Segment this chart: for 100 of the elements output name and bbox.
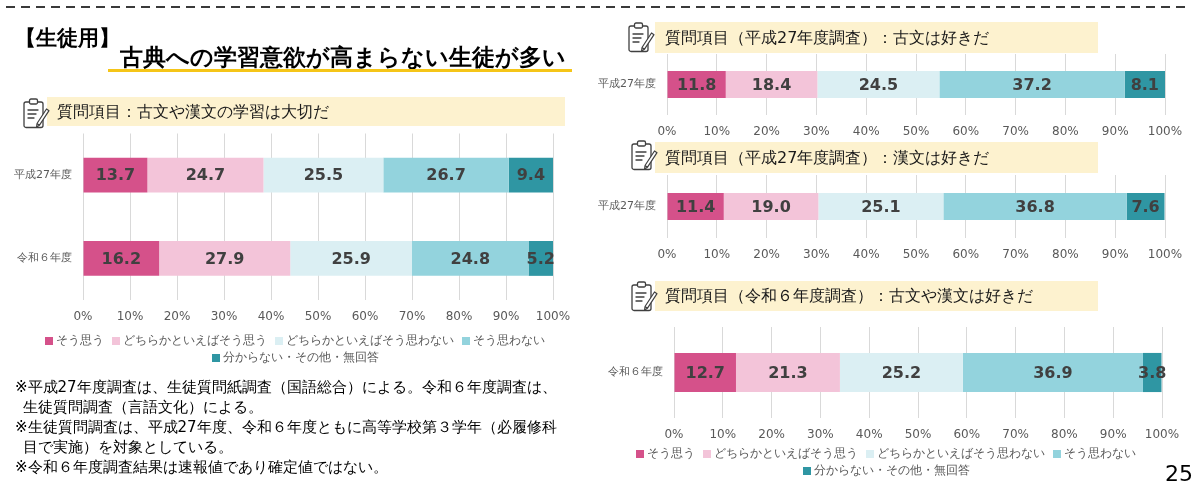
x-tick-label: 50%	[904, 427, 932, 442]
legend-label: 分からない・その他・無回答	[813, 463, 970, 478]
x-tick-label: 90%	[492, 309, 520, 324]
data-label: 26.7	[426, 165, 466, 185]
x-tick-label: 0%	[664, 427, 684, 442]
data-label: 11.8	[676, 74, 717, 94]
legend-label: どちらかといえばそう思わない	[877, 446, 1045, 461]
data-label: 27.9	[204, 248, 245, 268]
x-tick-label: 80%	[1051, 427, 1078, 442]
bar	[939, 71, 1125, 98]
data-label: 24.5	[858, 74, 899, 94]
y-tick-label: 平成27年度	[14, 167, 72, 181]
x-tick-label: 50%	[902, 124, 930, 139]
text: ※生徒質問調査は、平成27年度、令和６年度ともに高等学校第３学年（必履修科目で実施）を対象としている。	[15, 417, 558, 457]
text: 【生徒用】	[15, 25, 120, 51]
y-tick-label: 平成27年度	[598, 77, 656, 91]
data-label: 36.8	[1015, 196, 1055, 216]
bar	[674, 352, 736, 393]
x-tick-label: 60%	[351, 309, 379, 324]
bar	[817, 71, 940, 98]
x-tick-label: 20%	[753, 124, 780, 139]
bar	[159, 240, 291, 276]
text: ※平成27年度調査は、生徒質問紙調査（国語総合）による。令和６年度調査は、生徒質問調査（言語文化）による。	[15, 377, 558, 417]
legend-label: 分からない・その他・無回答	[222, 350, 379, 365]
x-tick-label: 70%	[1002, 247, 1029, 262]
data-label: 13.7	[95, 165, 136, 185]
x-tick-label: 80%	[1052, 247, 1079, 262]
x-tick-label: 10%	[703, 124, 731, 139]
data-label: 25.5	[303, 165, 344, 185]
legend-label: そう思わない	[1064, 446, 1136, 461]
bar	[83, 240, 160, 276]
data-label: 9.4	[516, 165, 546, 185]
x-tick-label: 70%	[1002, 124, 1029, 139]
chart-title: 質問項目（令和６年度調査）：古文や漢文は好きだ	[665, 286, 1033, 306]
data-label: 36.9	[1033, 362, 1073, 382]
x-tick-label: 30%	[803, 124, 830, 139]
x-tick-label: 100%	[1147, 124, 1183, 139]
x-tick-label: 50%	[902, 247, 930, 262]
x-tick-label: 90%	[1101, 247, 1129, 262]
x-tick-label: 80%	[445, 309, 473, 324]
x-tick-label: 70%	[398, 309, 426, 324]
bar	[943, 192, 1127, 221]
x-tick-label: 30%	[210, 309, 238, 324]
x-tick-label: 100%	[535, 309, 571, 324]
chart-title: 質問項目（平成27年度調査）：古文は好きだ	[665, 28, 990, 48]
data-label: 8.1	[1130, 74, 1159, 94]
bar	[412, 240, 529, 276]
x-tick-label: 60%	[953, 427, 981, 442]
data-label: 24.8	[450, 248, 491, 268]
x-tick-label: 10%	[709, 427, 737, 442]
data-label: 16.2	[101, 248, 142, 268]
data-label: 25.9	[331, 248, 371, 268]
bar	[383, 157, 509, 193]
x-tick-label: 0%	[657, 247, 677, 262]
x-tick-label: 30%	[807, 427, 834, 442]
y-tick-label: 令和６年度	[17, 251, 72, 265]
bar	[263, 157, 384, 193]
data-label: 24.7	[185, 165, 226, 185]
x-tick-label: 40%	[855, 427, 883, 442]
x-tick-label: 10%	[116, 309, 144, 324]
y-tick-label: 平成27年度	[598, 199, 656, 213]
data-label: 25.2	[881, 362, 922, 382]
chart-title: 質問項目（平成27年度調査）：漢文は好きだ	[665, 148, 990, 168]
x-tick-label: 0%	[73, 309, 93, 324]
data-label: 18.4	[751, 74, 792, 94]
data-label: 25.1	[861, 196, 901, 216]
x-tick-label: 40%	[852, 247, 880, 262]
x-tick-label: 40%	[852, 124, 880, 139]
x-tick-label: 20%	[163, 309, 191, 324]
bar	[735, 352, 840, 393]
x-tick-label: 70%	[1002, 427, 1029, 442]
bar	[818, 192, 944, 221]
bar	[290, 240, 412, 276]
data-label: 21.3	[768, 362, 808, 382]
data-label: 11.4	[675, 196, 716, 216]
x-tick-label: 30%	[803, 247, 830, 262]
chart-title: 質問項目：古文や漢文の学習は大切だ	[57, 102, 329, 122]
x-tick-label: 0%	[657, 124, 677, 139]
x-tick-label: 60%	[952, 247, 980, 262]
x-tick-label: 50%	[304, 309, 332, 324]
legend-label: どちらかといえばそう思う	[714, 446, 858, 461]
legend-label: そう思わない	[473, 333, 545, 348]
y-tick-label: 令和６年度	[608, 365, 663, 379]
x-tick-label: 10%	[703, 247, 731, 262]
legend-label: そう思う	[647, 446, 695, 461]
x-tick-label: 100%	[1144, 427, 1180, 442]
data-label: 12.7	[685, 362, 725, 382]
x-tick-label: 40%	[257, 309, 285, 324]
x-tick-label: 80%	[1052, 124, 1079, 139]
legend-label: どちらかといえばそう思う	[123, 333, 267, 348]
bar	[839, 352, 963, 393]
data-label: 19.0	[751, 196, 791, 216]
bar	[147, 157, 264, 193]
x-tick-label: 90%	[1099, 427, 1127, 442]
x-tick-label: 60%	[952, 124, 980, 139]
x-tick-label: 90%	[1101, 124, 1129, 139]
x-tick-label: 20%	[758, 427, 785, 442]
text: 25	[1165, 461, 1193, 487]
text: 古典への学習意欲が高まらない生徒が多い	[120, 43, 566, 71]
x-tick-label: 20%	[753, 247, 780, 262]
